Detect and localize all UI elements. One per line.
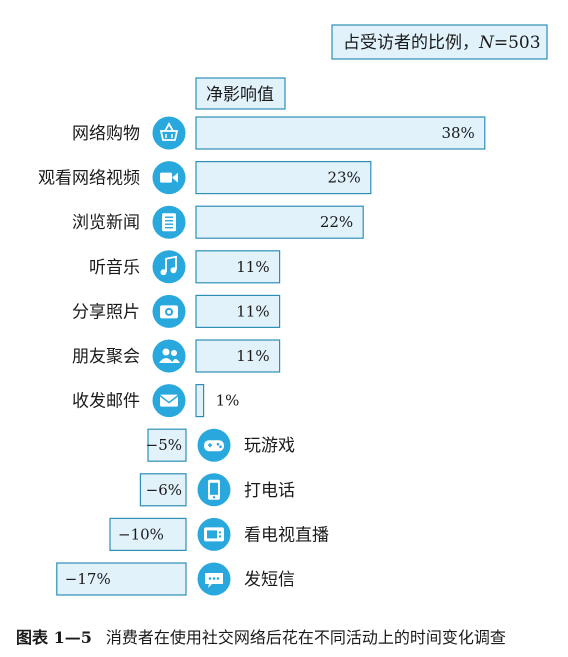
people-icon [152, 339, 186, 373]
bar [139, 473, 187, 507]
bar [195, 205, 364, 239]
bar-value-label: −5% [146, 436, 182, 454]
category-label: 网络购物 [72, 124, 140, 144]
bar-value-label: 11% [236, 258, 269, 276]
bar-value-label: 11% [236, 347, 269, 365]
category-label: 听音乐 [89, 258, 140, 278]
category-label: 朋友聚会 [72, 347, 140, 367]
video-camera-icon [152, 161, 186, 195]
bar-row: −17% 发短信 [56, 562, 295, 596]
bar [195, 116, 486, 150]
legend-prefix: 占受访者的比例， [343, 33, 479, 53]
bar-row: 38% 网络购物 [72, 116, 486, 150]
legend-n-label: N [478, 33, 495, 53]
bar [195, 384, 205, 418]
category-label: 观看网络视频 [38, 169, 140, 189]
bar [109, 517, 187, 552]
bar-row: −10% 看电视直播 [109, 517, 329, 552]
bar-row: 11% 分享照片 [72, 294, 281, 328]
mail-icon [152, 384, 186, 418]
svg-text:占受访者的比例，N=503: 占受访者的比例，N=503 [343, 33, 541, 53]
bar-value-label: −10% [118, 525, 164, 543]
caption-label: 图表 1—5 [16, 628, 92, 647]
bar-row: 23% 观看网络视频 [38, 161, 372, 195]
category-label: 看电视直播 [244, 525, 329, 545]
news-icon [152, 205, 186, 239]
legend-n-value: =503 [494, 33, 541, 53]
bars-group: 38% 网络购物 23% 观看网络视频 22% 浏览新闻 11% 听音乐 11% 分享照片 11% 朋… [38, 116, 486, 596]
bar-value-label: 1% [216, 392, 240, 410]
bar [56, 562, 187, 596]
bar [195, 161, 372, 195]
category-label: 分享照片 [72, 302, 140, 322]
music-note-icon [152, 250, 186, 284]
bar-value-label: 23% [327, 169, 360, 187]
category-label: 浏览新闻 [72, 213, 140, 233]
bar-row: 11% 朋友聚会 [72, 339, 281, 373]
phone-icon [197, 473, 231, 507]
chart-title: 净影响值 [195, 77, 286, 110]
category-label: 收发邮件 [72, 392, 140, 412]
category-label: 发短信 [244, 570, 295, 590]
chat-bubble-icon [197, 562, 231, 596]
bar-value-label: −17% [65, 570, 111, 588]
bar-row: 1% 收发邮件 [72, 384, 240, 418]
bar-value-label: −6% [146, 481, 182, 499]
bar [195, 339, 281, 373]
bar [195, 294, 281, 328]
chart-title-text: 净影响值 [206, 85, 274, 105]
legend-box: 占受访者的比例，N=503 [331, 24, 548, 60]
bar [195, 250, 281, 284]
bar-value-label: 22% [320, 213, 353, 231]
bar-row: −5% 玩游戏 [146, 428, 295, 462]
caption-text: 消费者在使用社交网络后花在不同活动上的时间变化调查 [106, 628, 506, 647]
tv-icon [197, 517, 231, 551]
category-label: 打电话 [244, 481, 295, 501]
bar-row: 11% 听音乐 [89, 250, 281, 284]
bar-value-label: 38% [441, 124, 474, 142]
bar-row: −6% 打电话 [139, 473, 295, 507]
bar-row: 22% 浏览新闻 [72, 205, 364, 239]
shopping-basket-icon [152, 116, 186, 150]
figure-caption: 图表 1—5 消费者在使用社交网络后花在不同活动上的时间变化调查 [16, 628, 506, 647]
bar-value-label: 11% [236, 302, 269, 320]
bar [147, 428, 187, 462]
category-label: 玩游戏 [244, 436, 295, 456]
camera-icon [152, 294, 186, 328]
gamepad-icon [197, 428, 231, 462]
